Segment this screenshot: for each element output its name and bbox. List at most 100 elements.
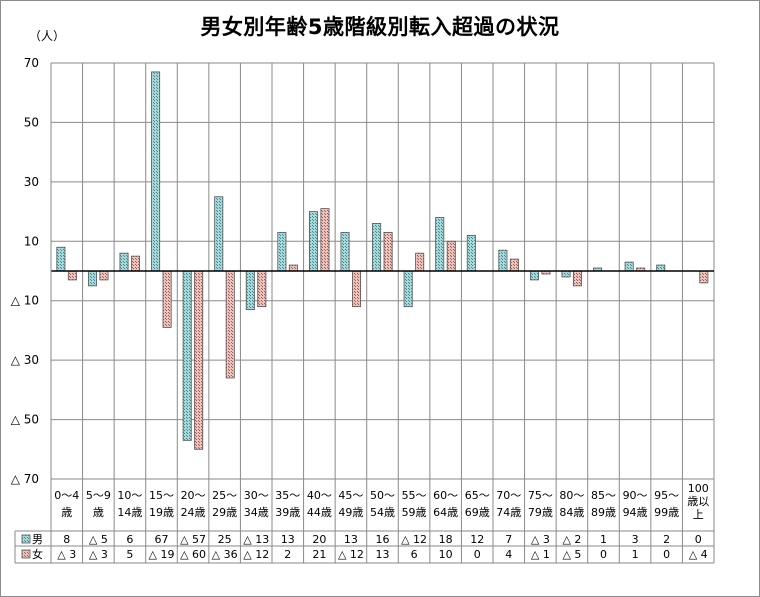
category-label: 5〜9 (86, 489, 111, 502)
category-label: 歳 (93, 506, 104, 519)
category-label: 100 (688, 482, 709, 495)
category-label: 歳以 (687, 495, 709, 508)
category-label: 10〜 (117, 489, 142, 502)
y-unit-label: （人） (29, 29, 66, 43)
table-value: 18 (439, 533, 453, 546)
bar-female (225, 270, 235, 379)
category-label: 30〜 (244, 489, 269, 502)
category-label: 80〜 (559, 489, 584, 502)
category-label: 0〜4 (54, 489, 79, 502)
table-value: 1 (600, 533, 607, 546)
table-value: △ 1 (531, 548, 550, 561)
table-value: 0 (600, 548, 607, 561)
table-value: △ 60 (180, 548, 206, 561)
bars (56, 71, 709, 450)
bar-male (151, 71, 161, 272)
bar-female (573, 270, 583, 287)
series-name: 女 (32, 547, 43, 561)
table-value: 25 (218, 533, 232, 546)
y-tick-label: △ 50 (11, 413, 39, 427)
category-label: 94歳 (623, 506, 648, 519)
bar-male (435, 217, 445, 272)
table-value: 21 (312, 548, 326, 561)
bar-female (131, 255, 141, 272)
y-tick-label: 30 (24, 175, 39, 189)
bar-female (352, 270, 362, 308)
bar-male (56, 246, 66, 272)
table-value: 2 (663, 533, 670, 546)
table-value: 67 (155, 533, 169, 546)
category-label: 35〜 (275, 489, 300, 502)
category-label: 24歳 (181, 506, 206, 519)
table-value: 4 (505, 548, 512, 561)
bar-male (340, 231, 350, 272)
table-value: 0 (695, 533, 702, 546)
y-tick-label: 50 (24, 115, 39, 129)
bar-male (308, 211, 318, 272)
category-label: 64歳 (433, 506, 458, 519)
bar-male (498, 249, 508, 272)
legend-key-female (21, 549, 31, 559)
legend-key-male (21, 534, 31, 544)
bar-male (245, 270, 255, 311)
table-value: △ 3 (531, 533, 550, 546)
bar-male (624, 261, 634, 272)
bar-female (99, 270, 109, 281)
category-label: 54歳 (370, 506, 395, 519)
category-label: 84歳 (559, 506, 584, 519)
bar-male (372, 223, 382, 272)
bar-male (182, 270, 192, 441)
category-label: 49歳 (338, 506, 363, 519)
category-label: 歳 (61, 506, 72, 519)
category-label: 95〜 (654, 489, 679, 502)
bar-male (87, 270, 97, 287)
y-tick-label: 70 (24, 56, 39, 70)
category-label: 59歳 (402, 506, 427, 519)
table-value: 5 (126, 548, 133, 561)
table-value: △ 12 (338, 548, 364, 561)
table-value: △ 3 (57, 548, 76, 561)
category-label: 29歳 (212, 506, 237, 519)
category-label: 90〜 (623, 489, 648, 502)
table-value: △ 2 (562, 533, 581, 546)
category-label: 25〜 (212, 489, 237, 502)
table-value: 10 (439, 548, 453, 561)
table-value: △ 12 (401, 533, 427, 546)
bar-male (656, 264, 666, 272)
table-value: 7 (505, 533, 512, 546)
category-label: 45〜 (338, 489, 363, 502)
table-value: 13 (281, 533, 295, 546)
category-label: 79歳 (528, 506, 553, 519)
bar-female (699, 270, 709, 284)
bar-female (194, 270, 204, 450)
category-label: 89歳 (591, 506, 616, 519)
category-label: 39歳 (275, 506, 300, 519)
table-value: △ 57 (180, 533, 206, 546)
bar-male (561, 270, 571, 278)
gridlines (50, 62, 715, 563)
category-label: 19歳 (149, 506, 174, 519)
bar-male (119, 252, 129, 272)
table-value: 12 (470, 533, 484, 546)
table-value: △ 4 (689, 548, 708, 561)
category-label: 99歳 (654, 506, 679, 519)
table-value: △ 19 (149, 548, 175, 561)
table-value: 2 (284, 548, 291, 561)
category-label: 15〜 (149, 489, 174, 502)
bar-male (466, 234, 476, 272)
category-label: 44歳 (307, 506, 332, 519)
table-value: △ 12 (243, 548, 269, 561)
category-label: 34歳 (244, 506, 269, 519)
category-label: 70〜 (496, 489, 521, 502)
table-value: 0 (474, 548, 481, 561)
series-name: 男 (32, 533, 43, 546)
category-label: 69歳 (465, 506, 490, 519)
table-value: 20 (312, 533, 326, 546)
category-label: 74歳 (496, 506, 521, 519)
y-tick-label: 10 (24, 234, 39, 248)
bar-female (288, 264, 298, 272)
category-label: 60〜 (433, 489, 458, 502)
bar-male (403, 270, 413, 308)
bar-male (214, 196, 224, 272)
